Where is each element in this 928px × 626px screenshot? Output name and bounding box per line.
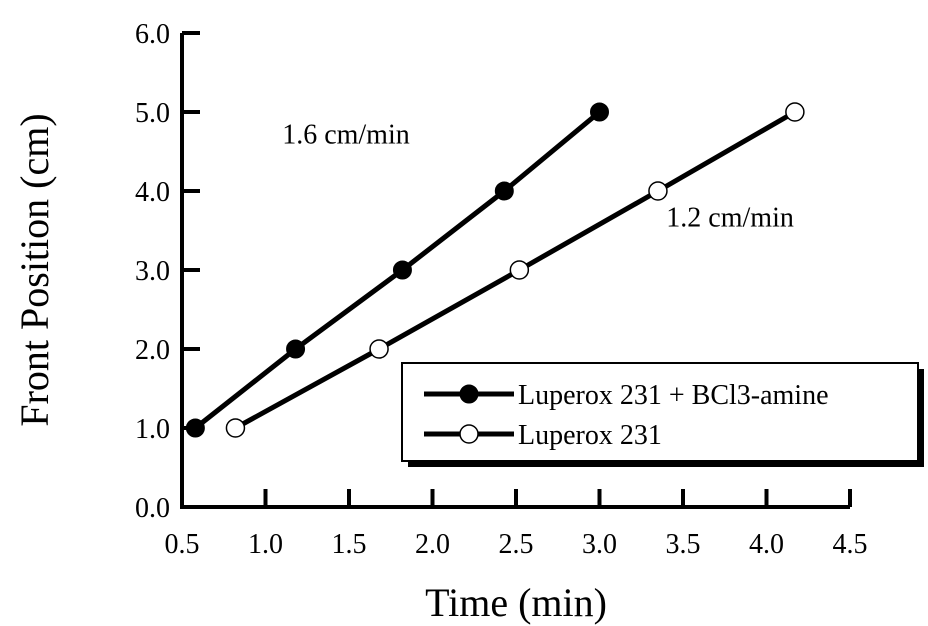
y-axis-title: Front Position (cm) <box>12 113 57 426</box>
legend-items: Luperox 231 + BCl3-amine Luperox 231 <box>424 380 829 451</box>
x-tick-label: 0.5 <box>165 529 200 560</box>
x-tick-label: 3.0 <box>582 529 617 560</box>
x-tick-label: 4.0 <box>749 529 784 560</box>
x-tick-label: 1.5 <box>332 529 367 560</box>
x-tick-label: 1.0 <box>248 529 283 560</box>
x-axis-title: Time (min) <box>425 580 607 625</box>
legend-label: Luperox 231 <box>518 420 662 451</box>
annotation-slope-2: 1.2 cm/min <box>666 203 794 234</box>
x-tick-label: 3.5 <box>666 529 701 560</box>
series-2 <box>225 102 805 438</box>
y-tick-label: 3.0 <box>135 256 170 287</box>
data-point <box>185 418 205 438</box>
data-point <box>590 102 609 122</box>
x-tick-label: 2.5 <box>499 529 534 560</box>
x-axis-ticks: 0.5 1.0 1.5 2.0 2.5 3.0 3.5 4.0 4.5 <box>165 489 868 560</box>
y-tick-label: 1.0 <box>135 414 170 445</box>
x-tick-label: 2.0 <box>415 529 450 560</box>
y-tick-label: 0.0 <box>135 493 170 524</box>
data-point <box>286 339 306 359</box>
legend-marker <box>459 384 479 404</box>
legend-item-1: Luperox 231 + BCl3-amine <box>424 380 829 411</box>
data-point <box>494 181 514 201</box>
data-point <box>648 181 668 201</box>
legend: Luperox 231 + BCl3-amine Luperox 231 <box>401 362 924 467</box>
annotation-slope-1: 1.6 cm/min <box>282 120 410 151</box>
legend-label: Luperox 231 + BCl3-amine <box>518 380 829 411</box>
y-tick-label: 2.0 <box>135 335 170 366</box>
y-tick-label: 4.0 <box>135 177 170 208</box>
y-tick-label: 5.0 <box>135 98 170 129</box>
data-point <box>369 339 389 359</box>
data-point <box>785 102 805 122</box>
legend-item-2: Luperox 231 <box>424 420 662 451</box>
y-tick-label: 6.0 <box>135 19 170 50</box>
data-point <box>509 260 530 280</box>
data-point <box>392 260 412 280</box>
series-layer <box>185 102 805 438</box>
legend-marker <box>459 424 479 444</box>
data-point <box>225 418 246 438</box>
series-1 <box>185 102 609 438</box>
x-tick-label: 4.5 <box>833 529 868 560</box>
legend-box <box>401 362 919 462</box>
y-axis-ticks: 0.0 1.0 2.0 3.0 4.0 5.0 6.0 <box>135 19 200 524</box>
